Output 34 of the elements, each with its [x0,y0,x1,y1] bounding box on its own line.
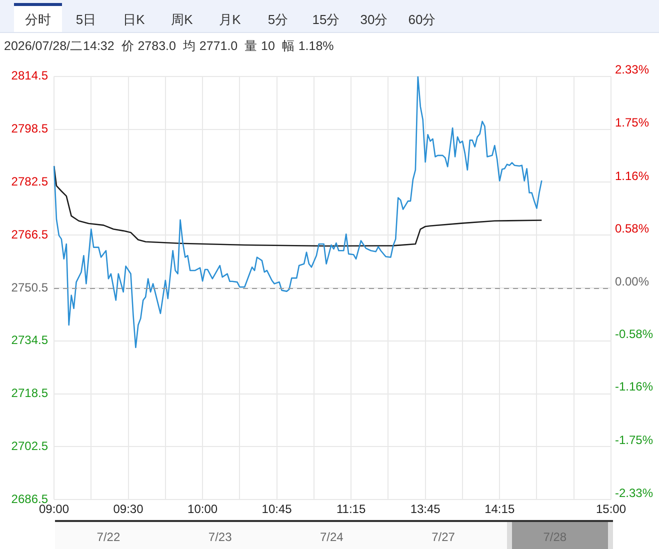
text: 周K [170,11,194,29]
y-tick-label: 2718.5 [11,386,48,400]
x-tick-label: 11:15 [336,502,366,516]
y-tick-label: 2750.5 [11,280,48,294]
text: 月K [218,11,242,29]
x-tick-label: 15:00 [596,502,626,516]
x-tick-label: 10:45 [262,502,292,516]
text: 5分 [266,11,290,29]
y2-tick-label: 1.16% [615,168,650,183]
y-tick-label: 2766.5 [11,227,48,242]
x-tick-label: 14:15 [484,502,515,516]
text: 5日 [74,11,98,29]
y-tick-label: 2782.5 [11,174,48,189]
y2-tick-label: 0.58% [615,222,650,236]
text: 15分 [311,11,341,29]
y2-tick-label: -1.75% [615,433,654,448]
x-tick-label: 09:30 [113,502,144,516]
y2-tick-label: 0.00% [615,274,650,288]
y-tick-label: 2702.5 [11,439,48,454]
y2-tick-label: -0.58% [615,326,654,341]
text: 分时 [14,3,62,32]
text: 60分 [407,11,437,29]
text: 日K [122,11,146,29]
y-tick-label: 2814.5 [11,68,48,83]
chart-subtitle: 2026/07/28/二14:32 价 2783.0 均 2771.0 量 10 幅 1.18% [4,38,334,55]
x-tick-label: 10:00 [188,502,218,516]
x-tick-label: 13:45 [410,502,441,516]
y2-tick-label: -2.33% [615,486,654,500]
y-tick-label: 2798.5 [11,122,48,136]
y-tick-label: 2734.5 [11,333,48,348]
y2-tick-label: 1.75% [615,115,650,130]
y2-tick-label: -1.16% [615,380,654,394]
text: 30分 [359,11,389,29]
y2-tick-label: 2.33% [615,62,650,77]
